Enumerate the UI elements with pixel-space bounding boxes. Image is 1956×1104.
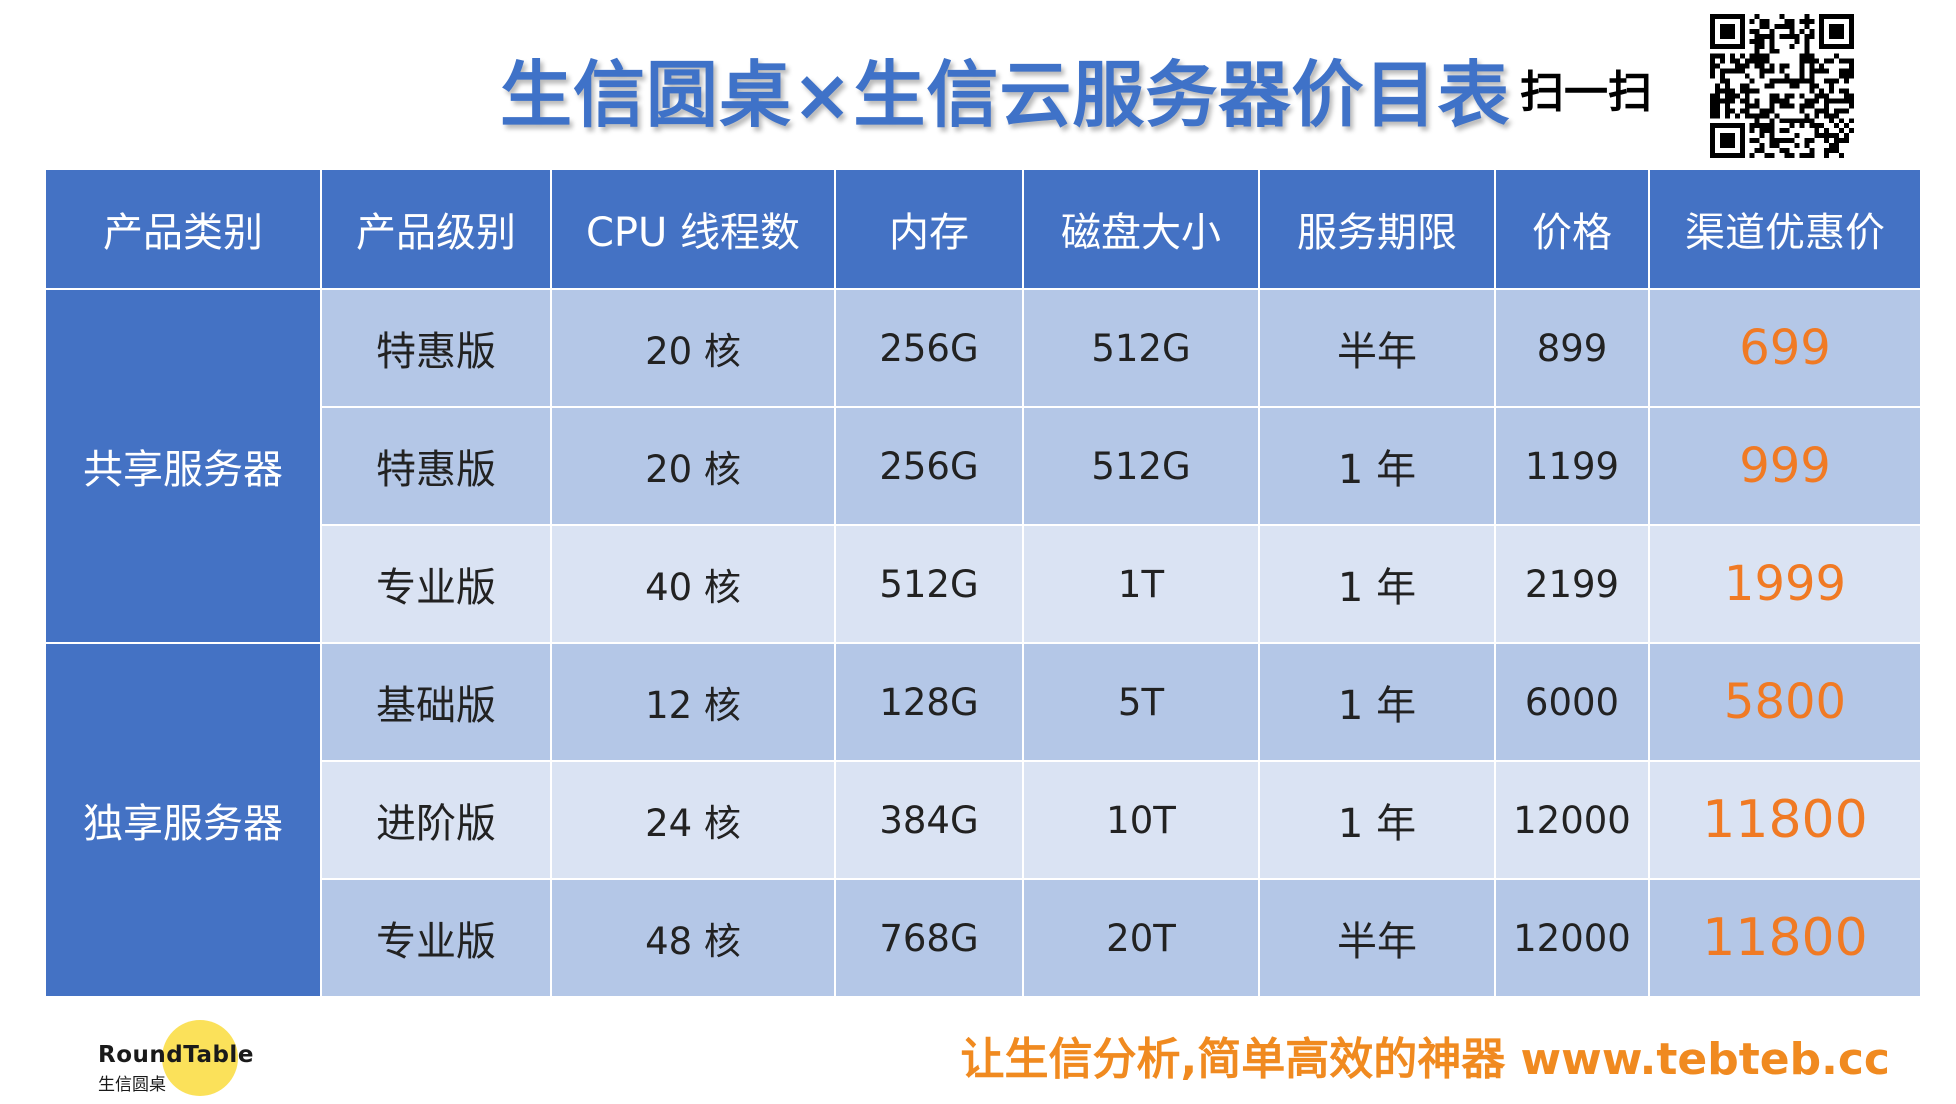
- table-row: 专业版 40 核 512G 1T 1 年 2199 1999: [45, 524, 1922, 644]
- category-dedicated-server: 独享服务器: [44, 642, 322, 998]
- price-cell: 2199: [1494, 524, 1650, 644]
- cpu-cell: 20 核: [550, 288, 836, 408]
- column-header-disk: 磁盘大小: [1022, 168, 1260, 290]
- column-header-price: 价格: [1494, 168, 1650, 290]
- category-shared-server: 共享服务器: [44, 288, 322, 644]
- cpu-cell: 20 核: [550, 406, 836, 526]
- page-title: 生信圆桌×生信云服务器价目表: [500, 53, 1511, 137]
- qr-code-icon[interactable]: [1710, 14, 1854, 158]
- memory-cell: 256G: [834, 406, 1024, 526]
- term-cell: 1 年: [1258, 406, 1496, 526]
- logo-text-en: RoundTable: [98, 1042, 254, 1068]
- deal-price-cell: 999: [1648, 406, 1922, 526]
- cpu-cell: 24 核: [550, 760, 836, 880]
- table-row: 共享服务器 特惠版 20 核 256G 512G 半年 899 699: [44, 288, 1922, 644]
- memory-cell: 768G: [834, 878, 1024, 998]
- logo-circle-icon: [162, 1020, 238, 1096]
- price-table: 产品类别 产品级别 CPU 线程数 内存 磁盘大小 服务期限 价格 渠道优惠价 …: [44, 168, 1922, 998]
- deal-price-cell: 699: [1648, 288, 1922, 408]
- deal-price-cell: 1999: [1648, 524, 1922, 644]
- cpu-cell: 12 核: [550, 642, 836, 762]
- table-row: 专业版 48 核 768G 20T 半年 12000 11800: [45, 878, 1922, 998]
- term-cell: 1 年: [1258, 760, 1496, 880]
- term-cell: 半年: [1258, 288, 1496, 408]
- memory-cell: 384G: [834, 760, 1024, 880]
- price-cell: 899: [1494, 288, 1650, 408]
- price-cell: 12000: [1494, 878, 1650, 998]
- column-header-cpu: CPU 线程数: [550, 168, 836, 290]
- price-cell: 6000: [1494, 642, 1650, 762]
- slogan: 让生信分析,简单高效的神器 www.tebteb.cc: [960, 1034, 1891, 1085]
- disk-cell: 1T: [1022, 524, 1260, 644]
- term-cell: 半年: [1258, 878, 1496, 998]
- level-cell: 专业版: [320, 878, 552, 998]
- term-cell: 1 年: [1258, 642, 1496, 762]
- deal-price-cell: 5800: [1648, 642, 1922, 762]
- scan-label: 扫一扫: [1520, 67, 1652, 118]
- memory-cell: 512G: [834, 524, 1024, 644]
- deal-price-cell: 11800: [1648, 760, 1922, 880]
- cpu-cell: 40 核: [550, 524, 836, 644]
- level-cell: 基础版: [320, 642, 552, 762]
- memory-cell: 256G: [834, 288, 1024, 408]
- table-row: 独享服务器 基础版 12 核 128G 5T 1 年 6000 5800: [44, 642, 1922, 998]
- table-row: 进阶版 24 核 384G 10T 1 年 12000 11800: [45, 760, 1922, 880]
- disk-cell: 512G: [1022, 288, 1260, 408]
- cpu-cell: 48 核: [550, 878, 836, 998]
- disk-cell: 10T: [1022, 760, 1260, 880]
- column-header-memory: 内存: [834, 168, 1024, 290]
- column-header-category: 产品类别: [44, 168, 322, 290]
- level-cell: 专业版: [320, 524, 552, 644]
- price-cell: 12000: [1494, 760, 1650, 880]
- level-cell: 进阶版: [320, 760, 552, 880]
- deal-price-cell: 11800: [1648, 878, 1922, 998]
- disk-cell: 20T: [1022, 878, 1260, 998]
- level-cell: 特惠版: [320, 288, 552, 408]
- logo-text-cn: 生信圆桌: [98, 1075, 166, 1095]
- disk-cell: 512G: [1022, 406, 1260, 526]
- roundtable-logo: RoundTable 生信圆桌: [96, 1020, 266, 1100]
- memory-cell: 128G: [834, 642, 1024, 762]
- table-row: 特惠版 20 核 256G 512G 1 年 1199 999: [45, 406, 1922, 526]
- disk-cell: 5T: [1022, 642, 1260, 762]
- column-header-deal-price: 渠道优惠价: [1648, 168, 1922, 290]
- term-cell: 1 年: [1258, 524, 1496, 644]
- level-cell: 特惠版: [320, 406, 552, 526]
- column-header-level: 产品级别: [320, 168, 552, 290]
- column-header-term: 服务期限: [1258, 168, 1496, 290]
- table-header-row: 产品类别 产品级别 CPU 线程数 内存 磁盘大小 服务期限 价格 渠道优惠价: [44, 168, 1922, 290]
- price-cell: 1199: [1494, 406, 1650, 526]
